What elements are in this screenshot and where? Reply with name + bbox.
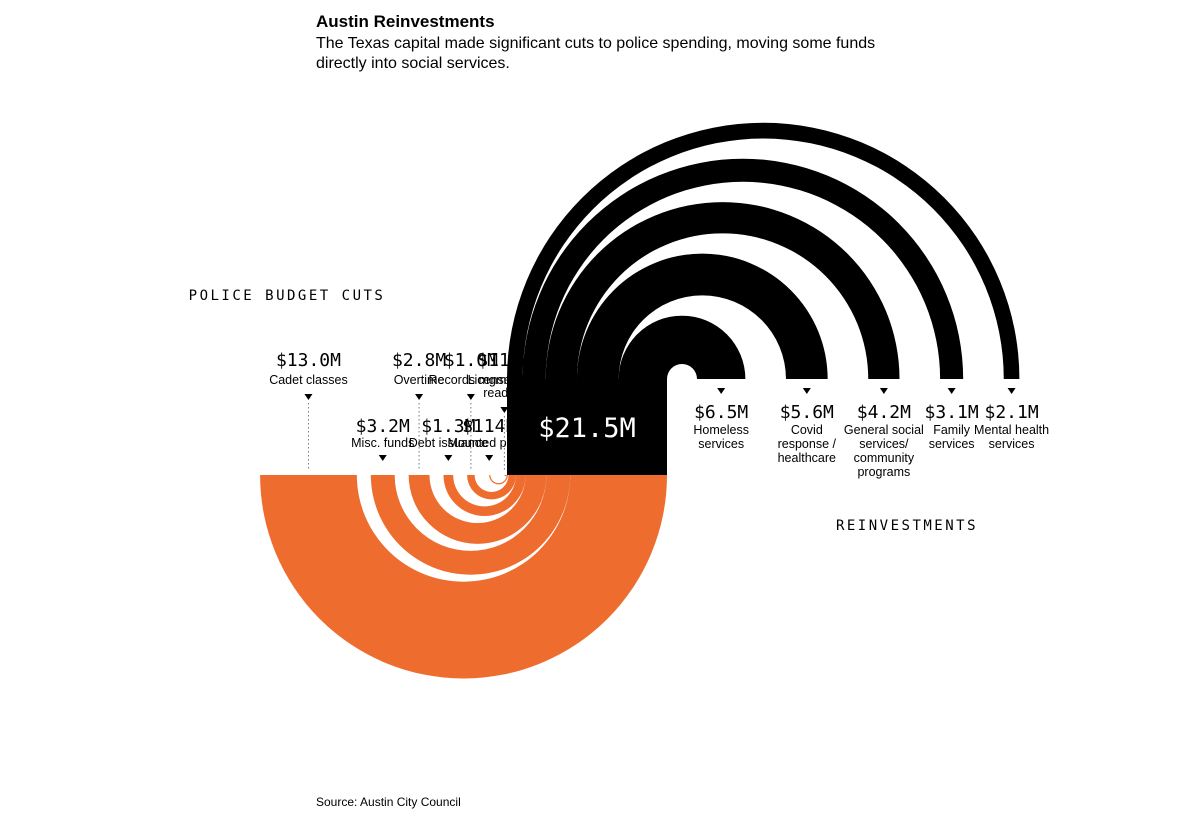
reinvestment-pointer-homeless-services xyxy=(717,388,726,394)
reinvestment-label-general-social-services-community-programs: services/ xyxy=(859,437,909,451)
reinvestment-arc-family-services xyxy=(522,158,964,379)
cut-arc-license-plate-readers xyxy=(504,474,507,477)
cut-arc-records-mgmt xyxy=(467,475,516,500)
total-box xyxy=(507,379,667,475)
cut-value-records-mgmt: $1.0M xyxy=(444,350,498,371)
cut-arc-cadet-classes xyxy=(260,475,667,679)
chart-subtitle: The Texas capital made significant cuts … xyxy=(316,35,876,72)
cut-label-cadet-classes: Cadet classes xyxy=(269,373,348,387)
cut-label-license-plate-readers: License plate xyxy=(468,373,542,387)
reinvestment-label-family-services: services xyxy=(929,437,975,451)
cut-label-mounted-patrol: Mounted patrol xyxy=(448,436,531,450)
cut-value-misc-funds: $3.2M xyxy=(356,416,410,437)
reinvestment-pointer-mental-health-services xyxy=(1007,388,1016,394)
cut-label-misc-funds: Misc. funds xyxy=(351,436,414,450)
cut-value-debt-issuance: $1.3M xyxy=(421,416,475,437)
cut-label-debt-issuance: Debt issuance xyxy=(409,436,488,450)
cut-pointer-overtime xyxy=(415,394,424,400)
reinvestment-pointer-covid-response-healthcare xyxy=(802,388,811,394)
cut-pointer-debt-issuance xyxy=(444,455,453,461)
cut-value-mounted-patrol: $114K xyxy=(462,416,516,437)
reinvestment-label-general-social-services-community-programs: General social xyxy=(844,423,924,437)
reinvestment-value-general-social-services-community-programs: $4.2M xyxy=(857,402,911,423)
reinvestment-arc-general-social-services-community-programs xyxy=(545,202,900,379)
reinvestment-labels-group: $6.5MHomelessservices$5.6MCovidresponse … xyxy=(693,388,1049,479)
cut-pointer-license-plate-readers xyxy=(500,407,509,413)
reinvestment-label-mental-health-services: services xyxy=(989,437,1035,451)
cuts-section-label: POLICE BUDGET CUTS xyxy=(189,288,386,304)
reinvestment-value-family-services: $3.1M xyxy=(925,402,979,423)
cut-pointer-records-mgmt xyxy=(466,394,475,400)
cut-arc-mounted-patrol xyxy=(489,474,508,485)
reinvestment-arc-homeless-services xyxy=(618,315,746,379)
reinvestment-label-covid-response-healthcare: Covid xyxy=(791,423,823,437)
chart-title: Austin Reinvestments xyxy=(316,12,495,31)
cut-arc-overtime xyxy=(408,475,547,544)
reinvestment-pointer-family-services xyxy=(947,388,956,394)
reinvestment-value-covid-response-healthcare: $5.6M xyxy=(780,402,834,423)
cut-arc-misc-funds xyxy=(370,475,571,575)
reinvestments-section-label: REINVESTMENTS xyxy=(836,518,978,534)
cut-pointer-misc-funds xyxy=(378,455,387,461)
cut-label-records-mgmt: Records mgmt. xyxy=(429,373,514,387)
cut-value-overtime: $2.8M xyxy=(392,350,446,371)
reinvestment-label-general-social-services-community-programs: programs xyxy=(857,465,910,479)
reinvestment-label-covid-response-healthcare: healthcare xyxy=(778,451,836,465)
cut-label-license-plate-readers: readers xyxy=(483,386,525,400)
total-label: $21.5M xyxy=(538,413,636,444)
reinvestment-label-homeless-services: services xyxy=(698,437,744,451)
cut-value-cadet-classes: $13.0M xyxy=(276,350,341,371)
reinvestment-label-homeless-services: Homeless xyxy=(693,423,749,437)
reinvestment-arc-covid-response-healthcare xyxy=(576,253,828,379)
reinvestment-pointer-general-social-services-community-programs xyxy=(879,388,888,394)
reinvestment-value-mental-health-services: $2.1M xyxy=(984,402,1038,423)
source-note: Source: Austin City Council xyxy=(316,795,461,809)
cut-value-license-plate-readers: $114K xyxy=(477,350,531,371)
reinvestment-label-general-social-services-community-programs: community xyxy=(854,451,915,465)
reinvestment-label-mental-health-services: Mental health xyxy=(974,423,1049,437)
reinvestment-arcs-group xyxy=(507,122,1020,379)
cut-label-overtime: Overtime xyxy=(394,373,445,387)
reinvestment-value-homeless-services: $6.5M xyxy=(694,402,748,423)
reinvestment-label-family-services: Family xyxy=(933,423,971,437)
cut-arc-debt-issuance xyxy=(443,475,526,517)
cut-pointer-cadet-classes xyxy=(304,394,313,400)
cut-arcs-group xyxy=(260,474,667,679)
cut-pointer-mounted-patrol xyxy=(485,455,494,461)
reinvestment-label-covid-response-healthcare: response / xyxy=(778,437,837,451)
